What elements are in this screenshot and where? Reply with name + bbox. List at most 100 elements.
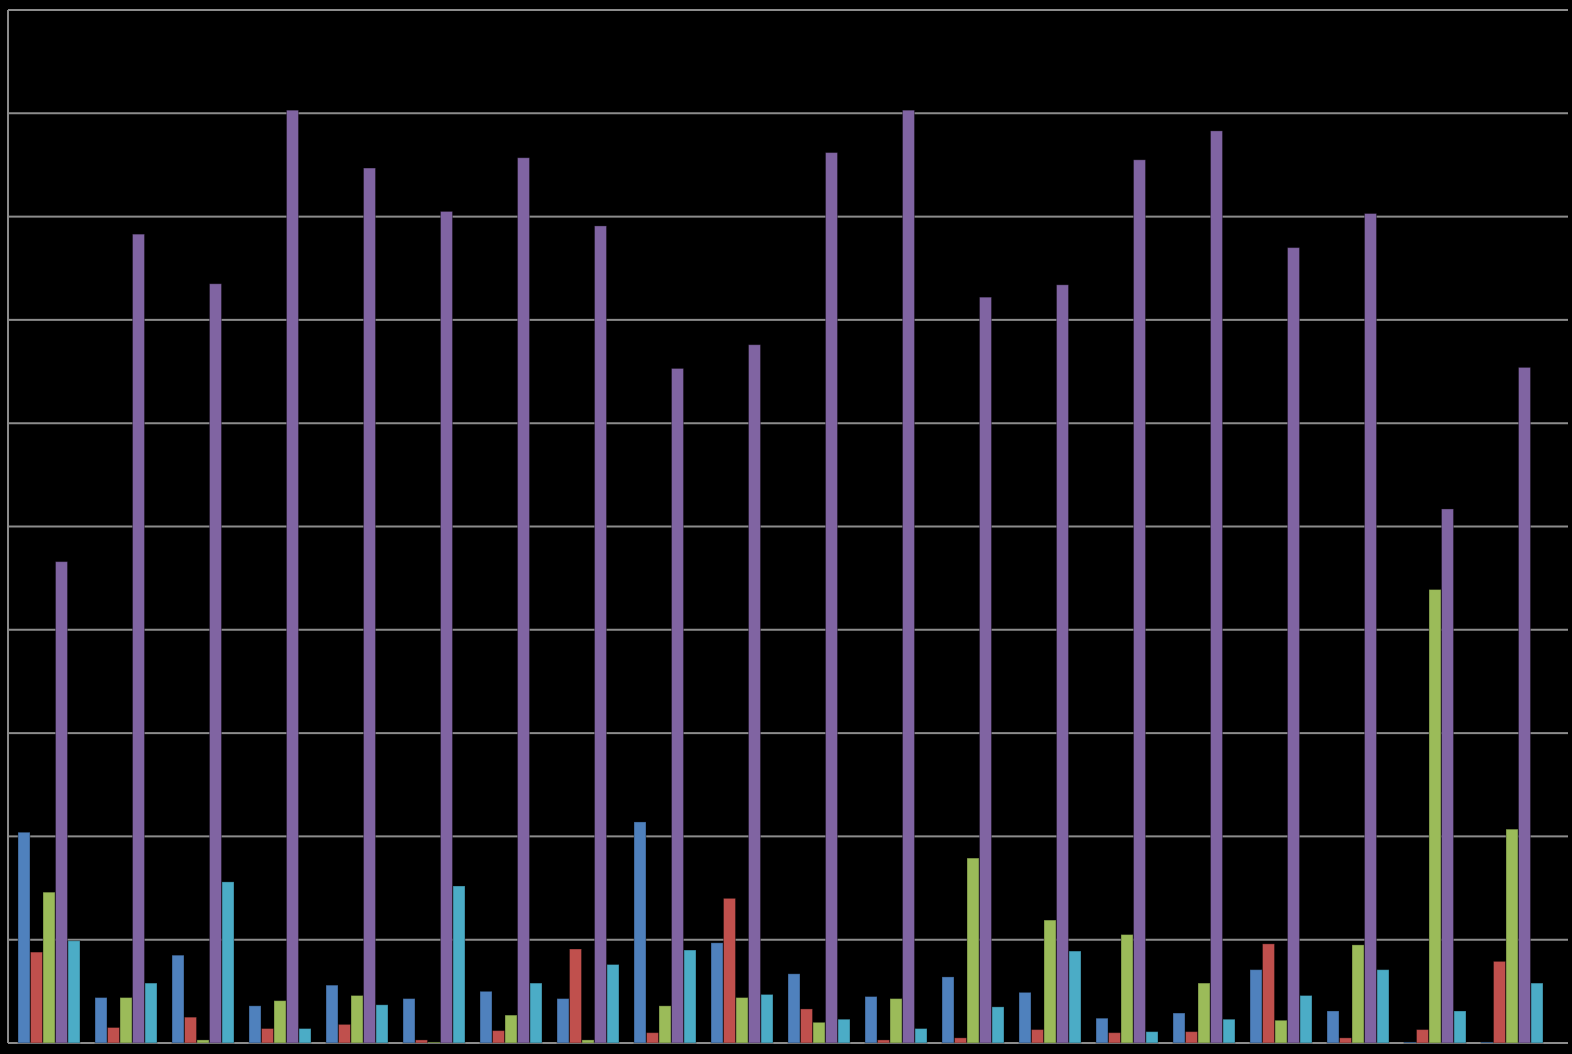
bar <box>1185 1031 1198 1044</box>
bar <box>1480 1041 1494 1044</box>
bar <box>1505 828 1519 1044</box>
bar <box>877 1039 890 1044</box>
bar <box>1274 1019 1288 1044</box>
bar <box>221 881 235 1044</box>
bar <box>954 1037 967 1044</box>
bar <box>723 897 736 1044</box>
bar <box>889 998 903 1044</box>
bar <box>1453 1010 1467 1044</box>
bar <box>492 1030 505 1044</box>
bar <box>710 942 724 1044</box>
bar <box>30 951 43 1044</box>
bar <box>67 940 81 1044</box>
bar <box>248 1005 262 1044</box>
bar <box>735 997 749 1044</box>
bar <box>1120 934 1134 1044</box>
bar <box>1210 130 1223 1044</box>
bar <box>825 152 838 1044</box>
bar <box>119 997 133 1044</box>
bar <box>1287 247 1300 1044</box>
bar <box>556 998 570 1044</box>
bar <box>800 1008 813 1044</box>
bar <box>748 344 761 1044</box>
bar <box>633 821 647 1044</box>
bar <box>569 948 582 1044</box>
bar <box>286 109 299 1044</box>
bar <box>440 210 453 1044</box>
bar <box>144 982 158 1044</box>
bar <box>1416 1029 1429 1044</box>
bar <box>671 367 684 1044</box>
bar <box>683 949 697 1044</box>
bar <box>966 857 980 1044</box>
bar <box>196 1039 210 1044</box>
bar <box>1376 969 1390 1044</box>
bar <box>209 283 222 1044</box>
bar <box>1249 969 1263 1044</box>
bar <box>529 982 543 1044</box>
bar <box>914 1028 928 1044</box>
bar <box>55 561 68 1044</box>
bar <box>1299 994 1313 1044</box>
bar <box>979 296 992 1044</box>
bar <box>1108 1032 1121 1044</box>
bar <box>402 998 416 1044</box>
bar <box>452 885 466 1044</box>
bar <box>1031 1029 1044 1044</box>
bar <box>17 831 31 1044</box>
bar <box>1428 589 1442 1044</box>
bar <box>837 1018 851 1044</box>
bar <box>1018 991 1032 1044</box>
bar <box>132 233 145 1044</box>
bar <box>375 1004 389 1044</box>
bar <box>1095 1017 1109 1044</box>
bar <box>517 157 530 1044</box>
bar <box>812 1021 826 1044</box>
bar <box>261 1028 274 1044</box>
bar <box>1145 1031 1159 1044</box>
bar <box>787 973 801 1044</box>
bar <box>864 996 878 1044</box>
bar <box>1530 982 1544 1044</box>
bar <box>184 1016 197 1044</box>
bar <box>646 1032 659 1044</box>
bar <box>42 891 56 1044</box>
bar <box>107 1027 120 1044</box>
bar <box>1197 982 1211 1044</box>
bar <box>1056 284 1069 1044</box>
bar <box>1339 1037 1352 1044</box>
bar <box>658 1005 672 1044</box>
bar <box>1043 919 1057 1044</box>
bar <box>1068 950 1082 1044</box>
bar <box>902 109 915 1044</box>
bar <box>325 984 339 1044</box>
bar <box>1364 213 1377 1044</box>
bar <box>94 997 108 1044</box>
bar <box>1441 508 1454 1044</box>
bar <box>427 1041 441 1044</box>
bar <box>1172 1012 1186 1044</box>
bar <box>1493 960 1506 1044</box>
bar <box>941 976 955 1044</box>
bar <box>363 167 376 1044</box>
bar <box>479 990 493 1044</box>
bar <box>338 1023 351 1044</box>
bar <box>273 1000 287 1044</box>
bar <box>504 1014 518 1044</box>
bar <box>594 225 607 1044</box>
bar <box>581 1039 595 1044</box>
bar <box>1403 1041 1417 1044</box>
bar <box>760 993 774 1044</box>
bar <box>606 963 620 1044</box>
bar <box>1518 366 1531 1044</box>
bar <box>1262 943 1275 1044</box>
bar <box>1326 1010 1340 1044</box>
bar <box>1351 944 1365 1044</box>
bar <box>991 1006 1005 1044</box>
bar <box>298 1028 312 1044</box>
bar <box>1133 159 1146 1044</box>
bar <box>415 1039 428 1044</box>
bar <box>1222 1018 1236 1044</box>
